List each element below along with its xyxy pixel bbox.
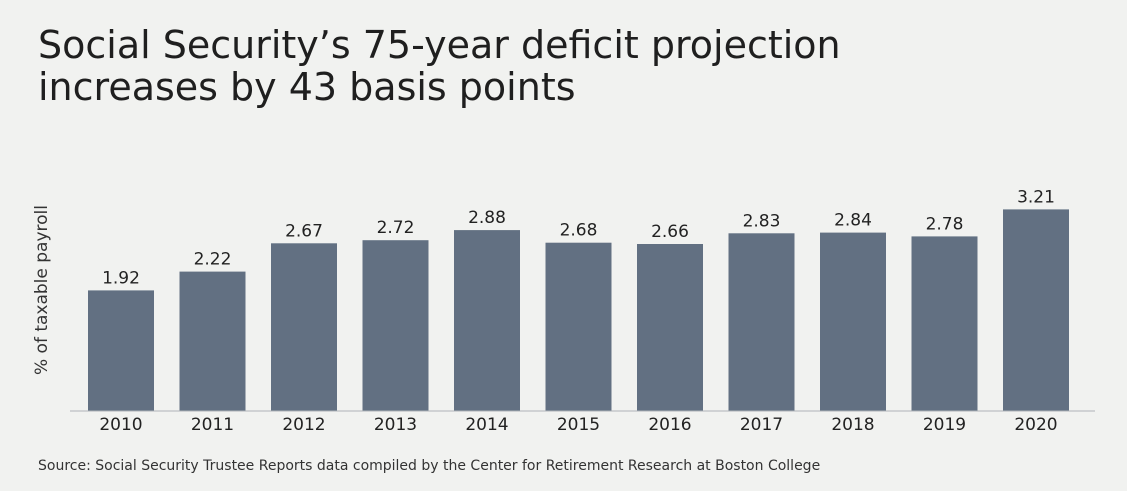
chart-title-line-1: Social Security’s 75-year deficit projec…: [38, 23, 841, 67]
bars: [88, 209, 1069, 411]
bar-2019: [911, 236, 978, 411]
x-tick-label-2017: 2017: [740, 415, 783, 435]
x-tick-label-2013: 2013: [374, 415, 417, 435]
x-tick-label-2015: 2015: [557, 415, 600, 435]
bar-2013: [362, 240, 429, 411]
value-label-2010: 1.92: [102, 268, 140, 288]
y-axis-label: % of taxable payroll: [32, 205, 52, 375]
chart-title-line-2: increases by 43 basis points: [38, 65, 576, 109]
bar-2014: [454, 230, 520, 411]
value-label-2017: 2.83: [743, 211, 781, 231]
x-tick-label-2016: 2016: [648, 415, 691, 435]
bar-2015: [545, 242, 612, 411]
bar-2010: [88, 290, 154, 411]
x-tick-label-2018: 2018: [831, 415, 874, 435]
x-tick-label-2011: 2011: [191, 415, 234, 435]
x-tick-label-2020: 2020: [1014, 415, 1057, 435]
chart-title: Social Security’s 75-year deficit projec…: [38, 23, 841, 109]
value-label-2014: 2.88: [468, 208, 506, 228]
value-label-2016: 2.66: [651, 222, 689, 242]
x-tick-label-2014: 2014: [465, 415, 508, 435]
value-label-2011: 2.22: [194, 250, 232, 270]
bar-2016: [637, 244, 703, 411]
x-tick-label-2019: 2019: [923, 415, 966, 435]
x-tick-label-2010: 2010: [99, 415, 142, 435]
bar-2012: [271, 243, 337, 411]
bar-2017: [728, 233, 795, 411]
bar-2018: [820, 232, 886, 411]
x-tick-label-2012: 2012: [282, 415, 325, 435]
value-label-2018: 2.84: [834, 211, 872, 231]
bar-2011: [179, 271, 246, 411]
value-label-2019: 2.78: [926, 214, 964, 234]
x-tick-labels: 2010 2011 2012 2013 2014 2015 2016 2017 2018 2019…: [99, 415, 1057, 435]
bar-2020: [1003, 209, 1069, 411]
value-label-2015: 2.68: [560, 221, 598, 241]
value-label-2012: 2.67: [285, 221, 323, 241]
value-label-2013: 2.72: [377, 218, 415, 238]
value-label-2020: 3.21: [1017, 187, 1055, 207]
value-labels: 1.92 2.22 2.67 2.72 2.88 2.68 2.66 2.83 2.84 2.78…: [102, 187, 1055, 288]
source-note: Source: Social Security Trustee Reports …: [38, 458, 820, 474]
